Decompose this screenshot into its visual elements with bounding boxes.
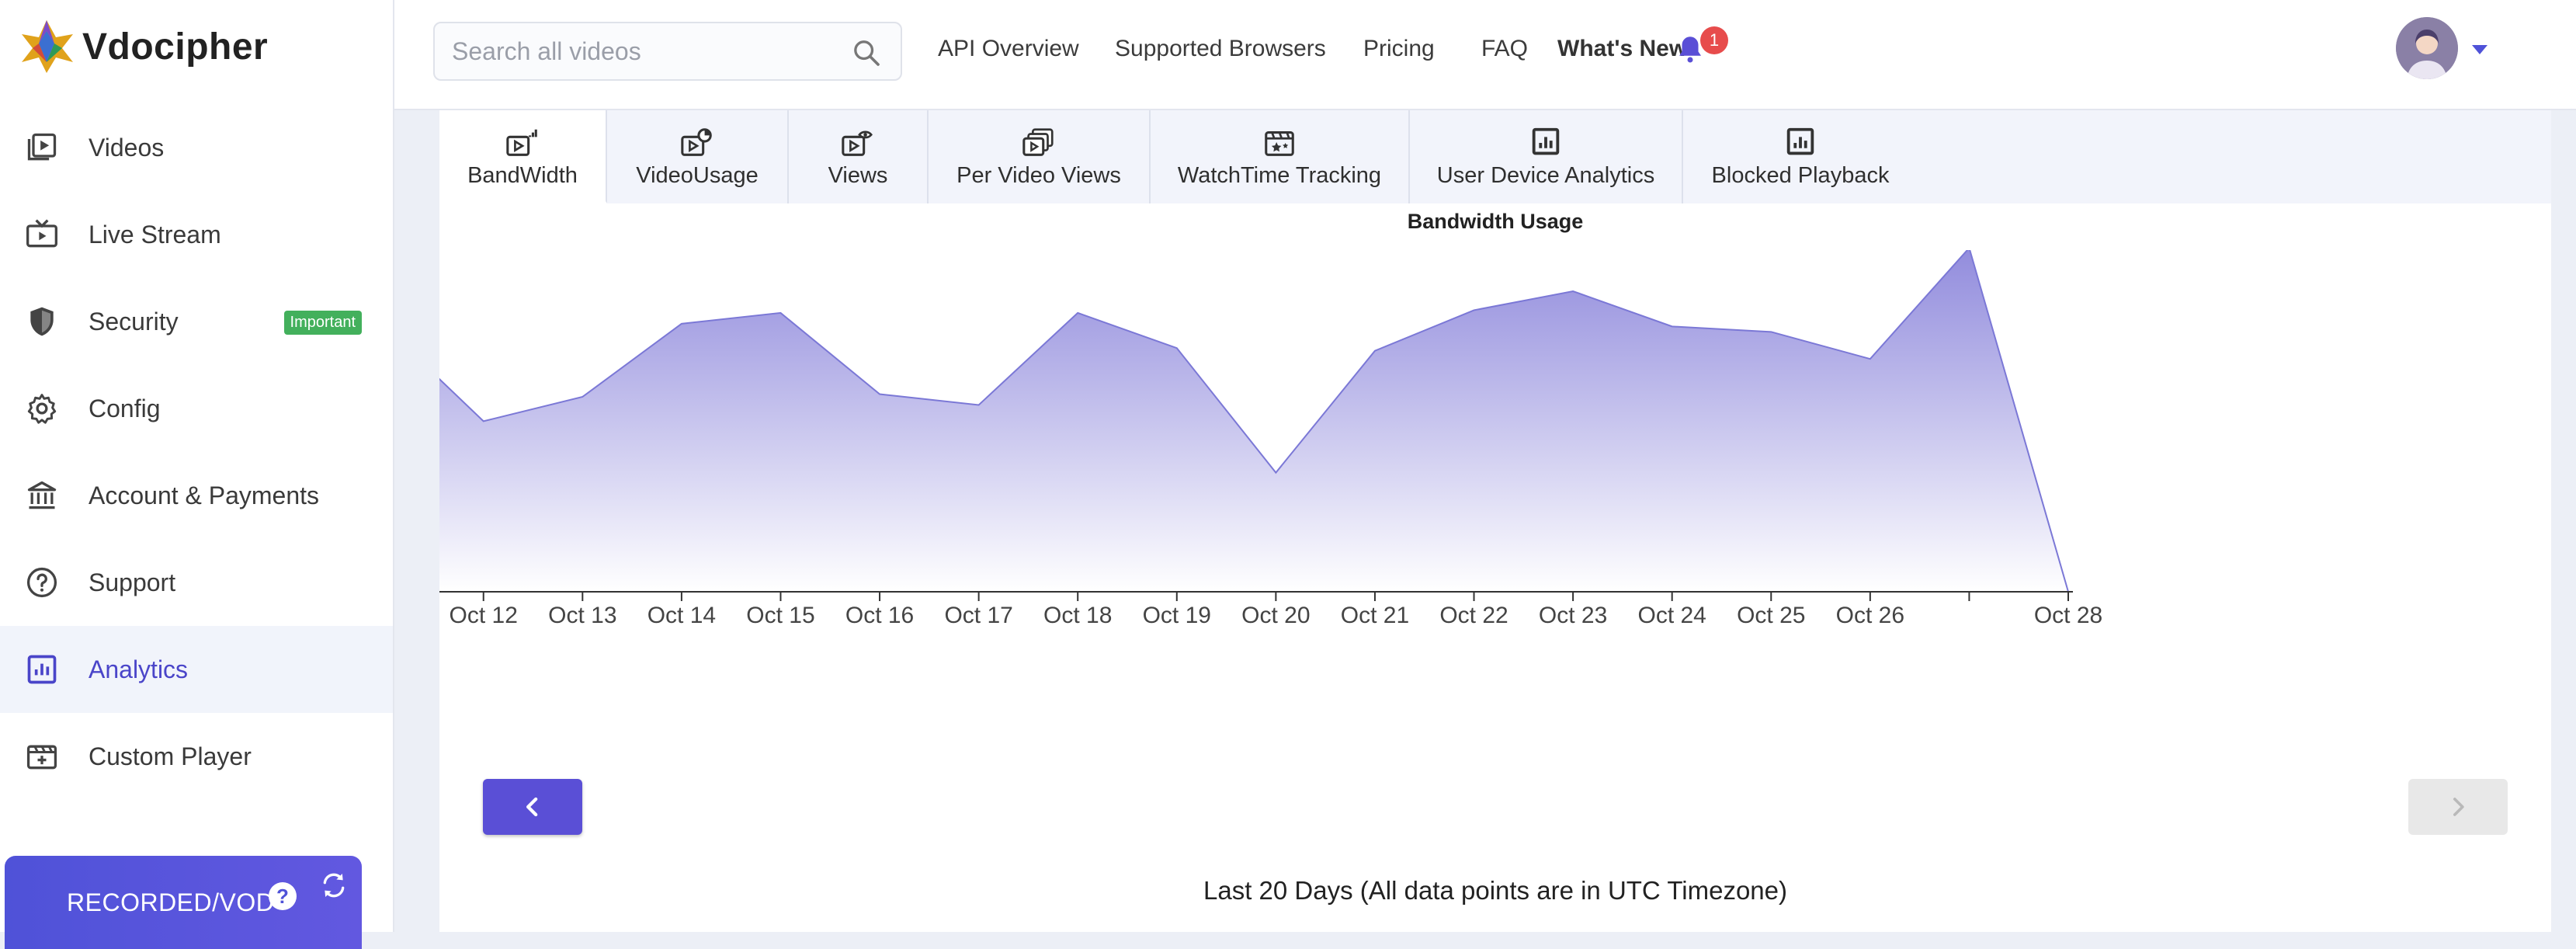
tab-label: VideoUsage [636, 163, 759, 188]
tab-bandwidth[interactable]: BandWidth [439, 110, 607, 203]
per-video-views-icon [1022, 128, 1054, 156]
sidebar-item-label: Security [89, 307, 179, 335]
refresh-icon[interactable] [318, 870, 349, 901]
tab-label: User Device Analytics [1436, 163, 1655, 188]
sidebar-item-label: Account & Payments [89, 481, 320, 509]
mode-label: RECORDED/VOD [67, 888, 275, 916]
bank-icon [23, 477, 61, 514]
x-tick-label: Oct 16 [845, 603, 914, 628]
notification-count-badge: 1 [1700, 26, 1728, 54]
tab-label: BandWidth [467, 163, 578, 188]
chevron-left-icon [526, 797, 538, 817]
x-tick-label: Oct 20 [1241, 603, 1310, 628]
recorded-vod-card[interactable]: RECORDED/VOD ? [5, 856, 362, 949]
tab-blocked-playback[interactable]: Blocked Playback [1683, 110, 1918, 203]
views-icon [842, 130, 873, 156]
sidebar-item-videos[interactable]: Videos [0, 104, 393, 191]
analytics-icon [1532, 127, 1560, 155]
sidebar-item-analytics[interactable]: Analytics [0, 626, 393, 713]
x-tick-label: Oct 19 [1143, 603, 1211, 628]
app-name: Vdocipher [82, 26, 269, 68]
tab-label: Blocked Playback [1711, 163, 1890, 188]
sidebar-item-config[interactable]: Config [0, 365, 393, 452]
x-tick-label: Oct 21 [1341, 603, 1409, 628]
sidebar-item-label: Videos [89, 133, 165, 162]
x-tick-label: Oct 26 [1836, 603, 1904, 628]
player-icon [23, 738, 61, 775]
watchtime-icon [1265, 131, 1294, 156]
sidebar-item-label: Custom Player [89, 742, 252, 770]
tab-user-device-analytics[interactable]: User Device Analytics [1410, 110, 1683, 203]
sidebar-nav: Videos Live Stream Security Important Co… [0, 104, 393, 800]
analytics-tabs: BandWidth VideoUsage Views Per Video Vie… [439, 110, 2551, 203]
whats-new-link[interactable]: What's New [1557, 36, 1688, 61]
analytics-icon [23, 651, 61, 688]
analytics-icon [1786, 127, 1814, 155]
sidebar-item-label: Analytics [89, 655, 189, 683]
next-page-button[interactable] [2408, 779, 2508, 835]
tab-label: Per Video Views [956, 163, 1121, 188]
help-icon[interactable]: ? [269, 882, 297, 910]
chart-title: Bandwidth Usage [1407, 210, 1584, 233]
x-tick-label: Oct 17 [944, 603, 1012, 628]
x-tick-label: Oct 22 [1439, 603, 1508, 628]
x-tick-label: Oct 25 [1737, 603, 1805, 628]
sidebar-item-support[interactable]: Support [0, 539, 393, 626]
tab-videousage[interactable]: VideoUsage [607, 110, 789, 203]
date-range-note: Last 20 Days (All data points are in UTC… [1203, 876, 1787, 905]
supported-browsers-link[interactable]: Supported Browsers [1115, 36, 1326, 61]
pricing-link[interactable]: Pricing [1363, 36, 1435, 61]
tab-watchtime-tracking[interactable]: WatchTime Tracking [1151, 110, 1410, 203]
bell-icon[interactable] [1674, 33, 1706, 65]
search-input[interactable] [450, 36, 826, 67]
sidebar-item-account-payments[interactable]: Account & Payments [0, 452, 393, 539]
x-tick-label: Oct 12 [450, 603, 518, 628]
tab-views[interactable]: Views [789, 110, 929, 203]
live-tv-icon [23, 216, 61, 253]
bandwidth-icon [506, 129, 537, 156]
x-tick-label: Oct 13 [548, 603, 616, 628]
search-box [433, 22, 902, 81]
series-area [439, 250, 2068, 592]
previous-page-button[interactable] [483, 779, 582, 835]
series-line [439, 250, 2069, 593]
top-header: API Overview Supported Browsers Pricing … [394, 0, 2576, 110]
faq-link[interactable]: FAQ [1481, 36, 1529, 61]
x-tick-label: Oct 28 [2034, 603, 2102, 628]
video-usage-icon [681, 128, 712, 156]
x-tick-label: Oct 15 [746, 603, 814, 628]
important-badge: Important [283, 311, 362, 335]
video-library-icon [23, 129, 61, 166]
chevron-right-icon [2453, 798, 2464, 816]
vdocipher-logo-icon [22, 20, 73, 73]
search-icon[interactable] [851, 37, 882, 68]
api-overview-link[interactable]: API Overview [938, 36, 1079, 61]
analytics-panel: BandWidth VideoUsage Views Per Video Vie… [439, 110, 2551, 932]
x-tick-label: Oct 14 [647, 603, 716, 628]
sidebar-item-custom-player[interactable]: Custom Player [0, 713, 393, 800]
gear-icon [23, 390, 61, 427]
x-tick-label: Oct 18 [1043, 603, 1112, 628]
sidebar-item-label: Config [89, 394, 161, 422]
sidebar: Vdocipher Videos Live Stream Security Im… [0, 0, 394, 949]
app-logo[interactable]: Vdocipher [17, 17, 268, 76]
bandwidth-area-chart: 0 B19.1 GB38.1 GB57.2 GB76.3 GBOct 09Oct… [439, 250, 2102, 628]
chevron-down-icon[interactable] [2472, 45, 2487, 54]
sidebar-item-security[interactable]: Security Important [0, 278, 393, 365]
avatar[interactable] [2396, 17, 2458, 79]
sidebar-item-live-stream[interactable]: Live Stream [0, 191, 393, 278]
help-circle-icon [23, 564, 61, 601]
user-avatar-icon [2396, 17, 2458, 79]
x-tick-label: Oct 23 [1539, 603, 1607, 628]
shield-icon [23, 303, 61, 340]
sidebar-item-label: Live Stream [89, 220, 221, 249]
tab-per-video-views[interactable]: Per Video Views [929, 110, 1151, 203]
tab-label: WatchTime Tracking [1177, 163, 1382, 188]
x-tick-label: Oct 24 [1637, 603, 1706, 628]
tab-label: Views [828, 163, 888, 188]
sidebar-item-label: Support [89, 568, 176, 596]
